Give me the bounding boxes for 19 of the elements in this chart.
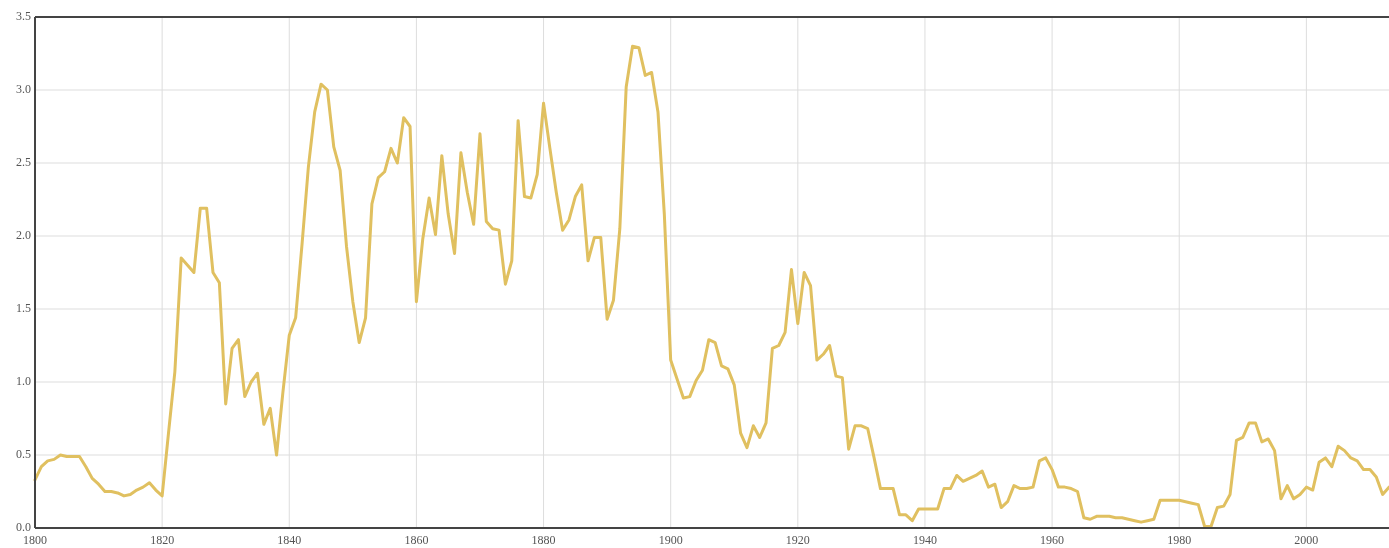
x-tick-label: 1840 [277,533,302,547]
x-tick-label: 1940 [912,533,937,547]
y-tick-label: 2.5 [16,154,31,169]
x-tick-label: 1820 [150,533,175,547]
y-tick-label: 1.0 [16,373,31,388]
x-tick-label: 1980 [1167,533,1192,547]
y-tick-label: 3.0 [16,81,31,96]
y-tick-label: 1.5 [16,300,31,315]
y-tick-label: 3.5 [16,8,31,23]
y-tick-label: 0.5 [16,446,31,461]
x-tick-label: 2000 [1294,533,1319,547]
x-tick-label: 1900 [658,533,683,547]
x-tick-label: 1960 [1040,533,1065,547]
y-tick-label: 2.0 [16,227,31,242]
y-tick-label: 0.0 [16,519,31,534]
x-tick-label: 1920 [785,533,810,547]
x-tick-label: 1800 [23,533,47,547]
x-tick-label: 1880 [531,533,556,547]
x-tick-label: 1860 [404,533,429,547]
